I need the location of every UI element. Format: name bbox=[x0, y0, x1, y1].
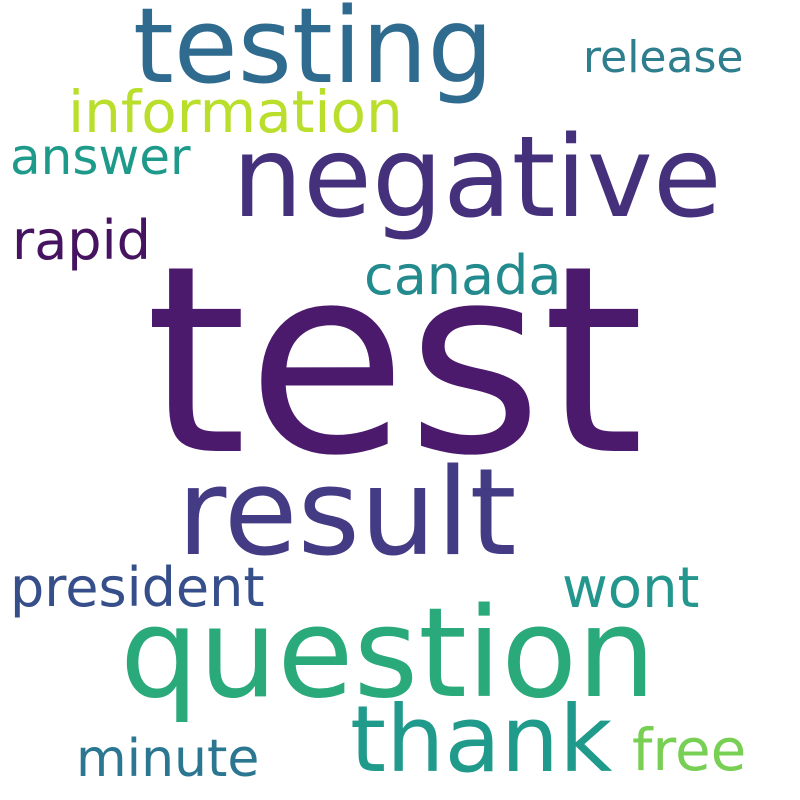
word-answer: answer bbox=[10, 128, 191, 186]
word-test: test bbox=[145, 211, 645, 513]
word-result: result bbox=[177, 444, 517, 583]
word-release: release bbox=[583, 32, 744, 83]
word-wont: wont bbox=[562, 556, 700, 621]
word-canada: canada bbox=[364, 244, 562, 307]
word-information: information bbox=[68, 78, 403, 146]
word-minute: minute bbox=[76, 729, 260, 789]
word-rapid: rapid bbox=[12, 209, 151, 272]
word-testing: testing bbox=[133, 0, 494, 107]
word-thank: thank bbox=[350, 686, 613, 793]
word-negative: negative bbox=[232, 113, 722, 243]
word-free: free bbox=[632, 716, 747, 784]
word-president: president bbox=[10, 556, 265, 619]
word-question: question bbox=[120, 582, 656, 726]
